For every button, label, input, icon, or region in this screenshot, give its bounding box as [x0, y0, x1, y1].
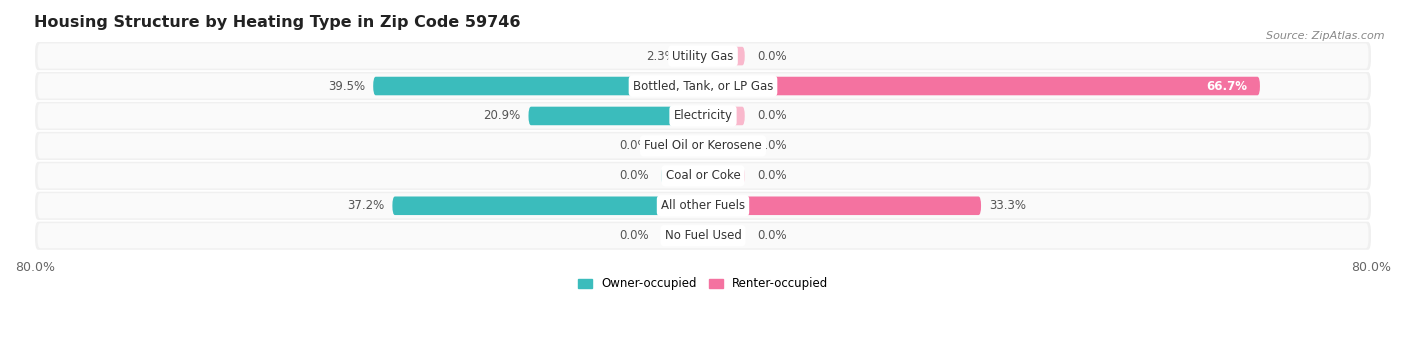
FancyBboxPatch shape [38, 103, 1368, 129]
Text: No Fuel Used: No Fuel Used [665, 229, 741, 242]
FancyBboxPatch shape [35, 192, 1371, 220]
FancyBboxPatch shape [38, 73, 1368, 99]
FancyBboxPatch shape [661, 137, 703, 155]
FancyBboxPatch shape [529, 107, 703, 125]
Text: 33.3%: 33.3% [990, 199, 1026, 212]
Text: 0.0%: 0.0% [758, 109, 787, 122]
Text: 0.0%: 0.0% [619, 229, 648, 242]
Text: 20.9%: 20.9% [482, 109, 520, 122]
Text: All other Fuels: All other Fuels [661, 199, 745, 212]
FancyBboxPatch shape [38, 223, 1368, 248]
Text: Source: ZipAtlas.com: Source: ZipAtlas.com [1267, 31, 1385, 41]
FancyBboxPatch shape [35, 132, 1371, 160]
Text: Housing Structure by Heating Type in Zip Code 59746: Housing Structure by Heating Type in Zip… [34, 15, 520, 30]
Text: 0.0%: 0.0% [758, 49, 787, 63]
Legend: Owner-occupied, Renter-occupied: Owner-occupied, Renter-occupied [572, 273, 834, 295]
Text: 66.7%: 66.7% [1206, 79, 1247, 92]
FancyBboxPatch shape [683, 47, 703, 65]
FancyBboxPatch shape [703, 47, 745, 65]
FancyBboxPatch shape [703, 137, 745, 155]
Text: 0.0%: 0.0% [758, 139, 787, 152]
FancyBboxPatch shape [38, 163, 1368, 189]
FancyBboxPatch shape [661, 226, 703, 245]
Text: Utility Gas: Utility Gas [672, 49, 734, 63]
Text: 0.0%: 0.0% [619, 139, 648, 152]
FancyBboxPatch shape [392, 196, 703, 215]
Text: 2.3%: 2.3% [645, 49, 675, 63]
FancyBboxPatch shape [35, 222, 1371, 250]
FancyBboxPatch shape [35, 72, 1371, 100]
Text: 39.5%: 39.5% [328, 79, 364, 92]
FancyBboxPatch shape [703, 77, 1260, 95]
FancyBboxPatch shape [703, 226, 745, 245]
Text: Electricity: Electricity [673, 109, 733, 122]
FancyBboxPatch shape [38, 44, 1368, 69]
FancyBboxPatch shape [703, 107, 745, 125]
Text: 0.0%: 0.0% [758, 229, 787, 242]
FancyBboxPatch shape [703, 196, 981, 215]
Text: Fuel Oil or Kerosene: Fuel Oil or Kerosene [644, 139, 762, 152]
Text: Coal or Coke: Coal or Coke [665, 169, 741, 182]
Text: 0.0%: 0.0% [619, 169, 648, 182]
FancyBboxPatch shape [35, 102, 1371, 130]
FancyBboxPatch shape [373, 77, 703, 95]
FancyBboxPatch shape [35, 162, 1371, 190]
FancyBboxPatch shape [38, 133, 1368, 159]
FancyBboxPatch shape [38, 193, 1368, 218]
FancyBboxPatch shape [703, 166, 745, 185]
FancyBboxPatch shape [661, 166, 703, 185]
FancyBboxPatch shape [35, 42, 1371, 70]
Text: 0.0%: 0.0% [758, 169, 787, 182]
Text: Bottled, Tank, or LP Gas: Bottled, Tank, or LP Gas [633, 79, 773, 92]
Text: 37.2%: 37.2% [347, 199, 384, 212]
